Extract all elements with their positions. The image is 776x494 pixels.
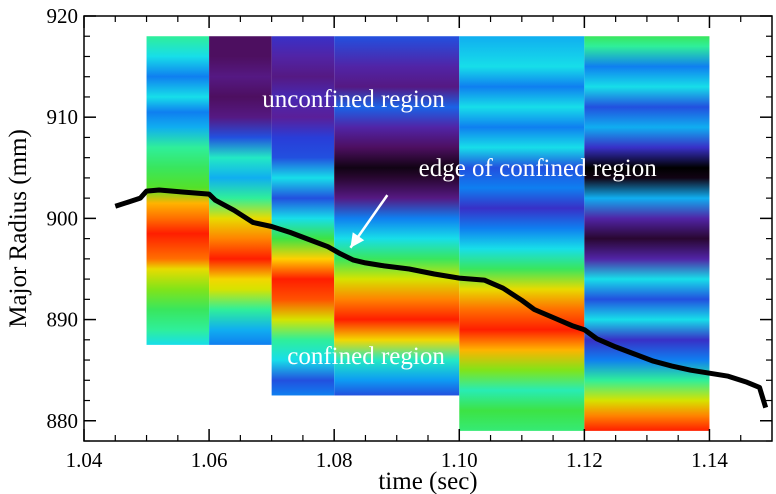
heatmap-panel [271, 36, 335, 396]
annotation-label: unconfined region [262, 86, 445, 113]
y-tick-label: 890 [47, 308, 79, 332]
axis-ticks: 1.04 1.06 1.08 1.10 1.12 1.14 880 890 900 910 920 [47, 4, 772, 472]
y-tick-label: 920 [47, 4, 79, 28]
heatmap-panel [334, 36, 460, 396]
heatmap-panel [209, 36, 272, 345]
heatmap-panel [584, 36, 710, 431]
y-axis-label: Major Radius (mm) [5, 129, 32, 328]
annotations: unconfined region edge of confined region… [262, 86, 657, 370]
y-tick-label: 900 [47, 206, 79, 230]
x-tick-label: 1.04 [66, 448, 103, 472]
x-tick-label: 1.08 [316, 448, 353, 472]
x-axis-label: time (sec) [378, 468, 477, 494]
x-tick-label: 1.10 [441, 448, 478, 472]
annotation-label: edge of confined region [419, 155, 658, 182]
x-tick-label: 1.12 [566, 448, 603, 472]
edge-of-confined-region-line [114, 187, 769, 409]
arrow-head [350, 232, 365, 248]
x-tick-label: 1.14 [691, 448, 728, 472]
heatmap-panels [146, 36, 710, 431]
y-tick-label: 910 [47, 105, 79, 129]
heatmap-panel [459, 36, 585, 431]
x-tick-label: 1.06 [191, 448, 228, 472]
y-tick-label: 880 [47, 409, 79, 433]
edge-line-layer [114, 187, 769, 409]
annotation-label: confined region [287, 343, 445, 370]
